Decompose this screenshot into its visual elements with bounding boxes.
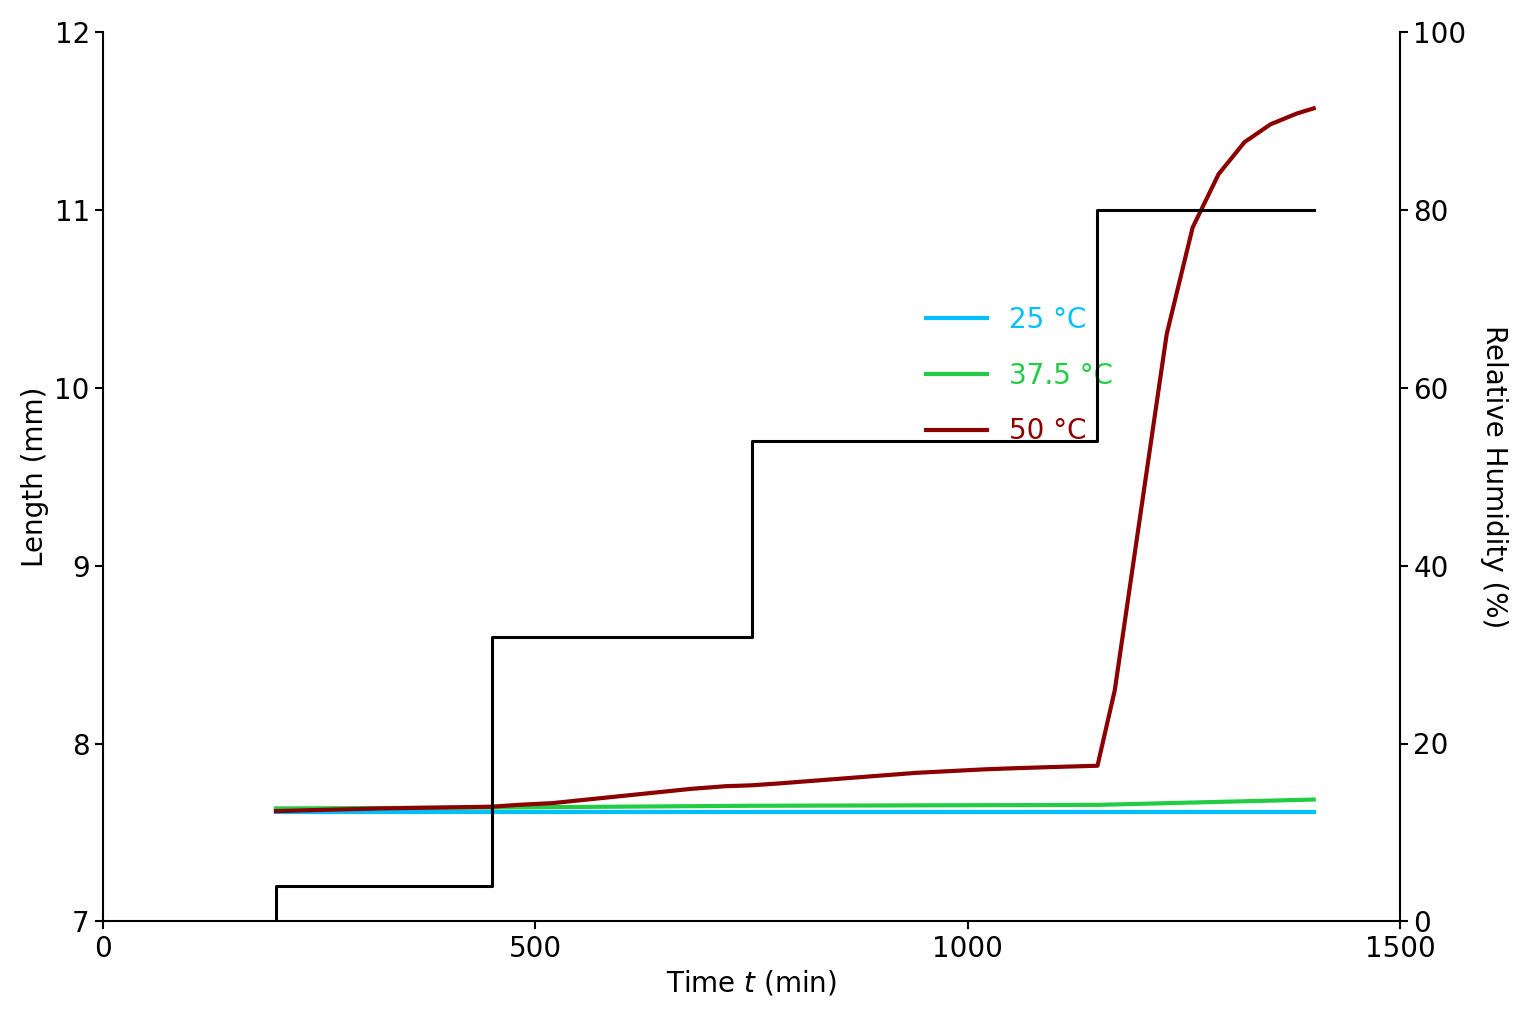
37.5 °C <box>266 802 284 814</box>
37.5 °C <box>743 800 761 812</box>
25 °C <box>266 806 284 818</box>
50 °C <box>1209 168 1228 180</box>
Y-axis label: Length (mm): Length (mm) <box>21 387 49 567</box>
X-axis label: Time $t$ (min): Time $t$ (min) <box>667 968 836 998</box>
25 °C <box>483 806 502 818</box>
50 °C <box>838 772 856 784</box>
Line: 50 °C: 50 °C <box>275 108 1313 811</box>
25 °C <box>743 806 761 818</box>
50 °C <box>1046 760 1064 773</box>
50 °C <box>1261 118 1280 130</box>
50 °C <box>682 783 700 795</box>
50 °C <box>483 800 502 812</box>
50 °C <box>1157 328 1176 340</box>
50 °C <box>474 801 492 813</box>
25 °C <box>1304 806 1323 818</box>
50 °C <box>336 803 355 815</box>
Line: 37.5 °C: 37.5 °C <box>275 799 1313 808</box>
50 °C <box>647 786 665 798</box>
Y-axis label: Relative Humidity (%): Relative Humidity (%) <box>1480 325 1508 628</box>
50 °C <box>1304 102 1323 114</box>
Legend: 25 °C, 37.5 °C, 50 °C: 25 °C, 37.5 °C, 50 °C <box>914 295 1124 457</box>
50 °C <box>743 779 761 791</box>
50 °C <box>1105 684 1124 696</box>
50 °C <box>717 780 735 792</box>
50 °C <box>942 765 960 777</box>
50 °C <box>907 767 925 779</box>
50 °C <box>301 804 320 816</box>
50 °C <box>803 775 821 787</box>
25 °C <box>1089 806 1107 818</box>
50 °C <box>405 802 424 814</box>
37.5 °C <box>483 801 502 813</box>
37.5 °C <box>1304 793 1323 805</box>
50 °C <box>769 778 787 790</box>
50 °C <box>578 793 596 805</box>
50 °C <box>1011 761 1029 774</box>
50 °C <box>1089 759 1107 772</box>
50 °C <box>543 797 561 809</box>
50 °C <box>509 799 528 811</box>
37.5 °C <box>1089 799 1107 811</box>
50 °C <box>266 805 284 817</box>
50 °C <box>1131 506 1150 518</box>
50 °C <box>1287 108 1306 120</box>
50 °C <box>1235 136 1254 149</box>
50 °C <box>613 790 631 802</box>
50 °C <box>1183 222 1202 234</box>
50 °C <box>440 801 459 813</box>
50 °C <box>976 764 994 776</box>
50 °C <box>872 770 890 782</box>
50 °C <box>370 802 388 814</box>
